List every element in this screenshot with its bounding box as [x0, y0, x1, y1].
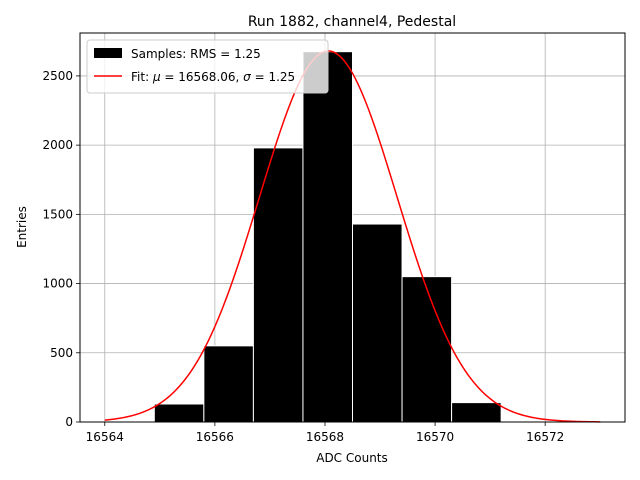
y-tick-label: 0 — [65, 415, 73, 429]
legend-fit-sep: , — [236, 70, 244, 84]
x-tick-label: 16570 — [416, 430, 454, 444]
legend-fit-label: Fit: μ = 16568.06, σ = 1.25 — [131, 70, 295, 84]
plot-frame — [79, 32, 626, 423]
histogram-bar — [153, 403, 205, 423]
y-axis-ticks: 0 500 1000 1500 2000 2500 — [42, 69, 80, 429]
x-axis-ticks: 16564 16566 16568 16570 16572 — [86, 422, 564, 444]
histogram-bar — [252, 147, 304, 423]
legend-fit-sigma-symbol: σ — [243, 70, 251, 84]
legend-samples-label: Samples: RMS = 1.25 — [131, 47, 261, 61]
y-tick-label: 1000 — [42, 277, 73, 291]
legend-fit-mu-value: 16568.06 — [178, 70, 235, 84]
x-axis-label: ADC Counts — [316, 451, 388, 465]
legend-box — [86, 39, 329, 94]
legend-fit-mu-symbol: μ — [152, 70, 161, 84]
histogram-bar — [302, 51, 354, 423]
legend-fit-prefix: Fit: — [131, 70, 153, 84]
x-tick-label: 16568 — [306, 430, 344, 444]
y-tick-label: 2500 — [42, 69, 73, 83]
histogram-bars — [153, 51, 502, 423]
x-tick-label: 16572 — [526, 430, 564, 444]
y-axis-label: Entries — [15, 206, 29, 248]
legend-fit-sigma-value: 1.25 — [268, 70, 295, 84]
legend-fit-eq2: = — [251, 70, 269, 84]
y-tick-label: 500 — [50, 346, 73, 360]
x-tick-label: 16566 — [196, 430, 234, 444]
x-tick-label: 16564 — [86, 430, 124, 444]
y-tick-label: 1500 — [42, 207, 73, 221]
y-tick-label: 2000 — [42, 138, 73, 152]
legend-samples-swatch — [94, 48, 122, 58]
histogram-bar — [352, 223, 403, 423]
histogram-bar — [203, 345, 254, 423]
histogram-bar — [401, 276, 453, 423]
chart-title: Run 1882, channel4, Pedestal — [248, 14, 456, 30]
fit-curve — [104, 50, 601, 423]
legend-fit-eq1: = — [161, 70, 179, 84]
legend: Samples: RMS = 1.25 Fit: μ = 16568.06, σ… — [86, 39, 329, 94]
histogram-bar — [451, 402, 502, 423]
